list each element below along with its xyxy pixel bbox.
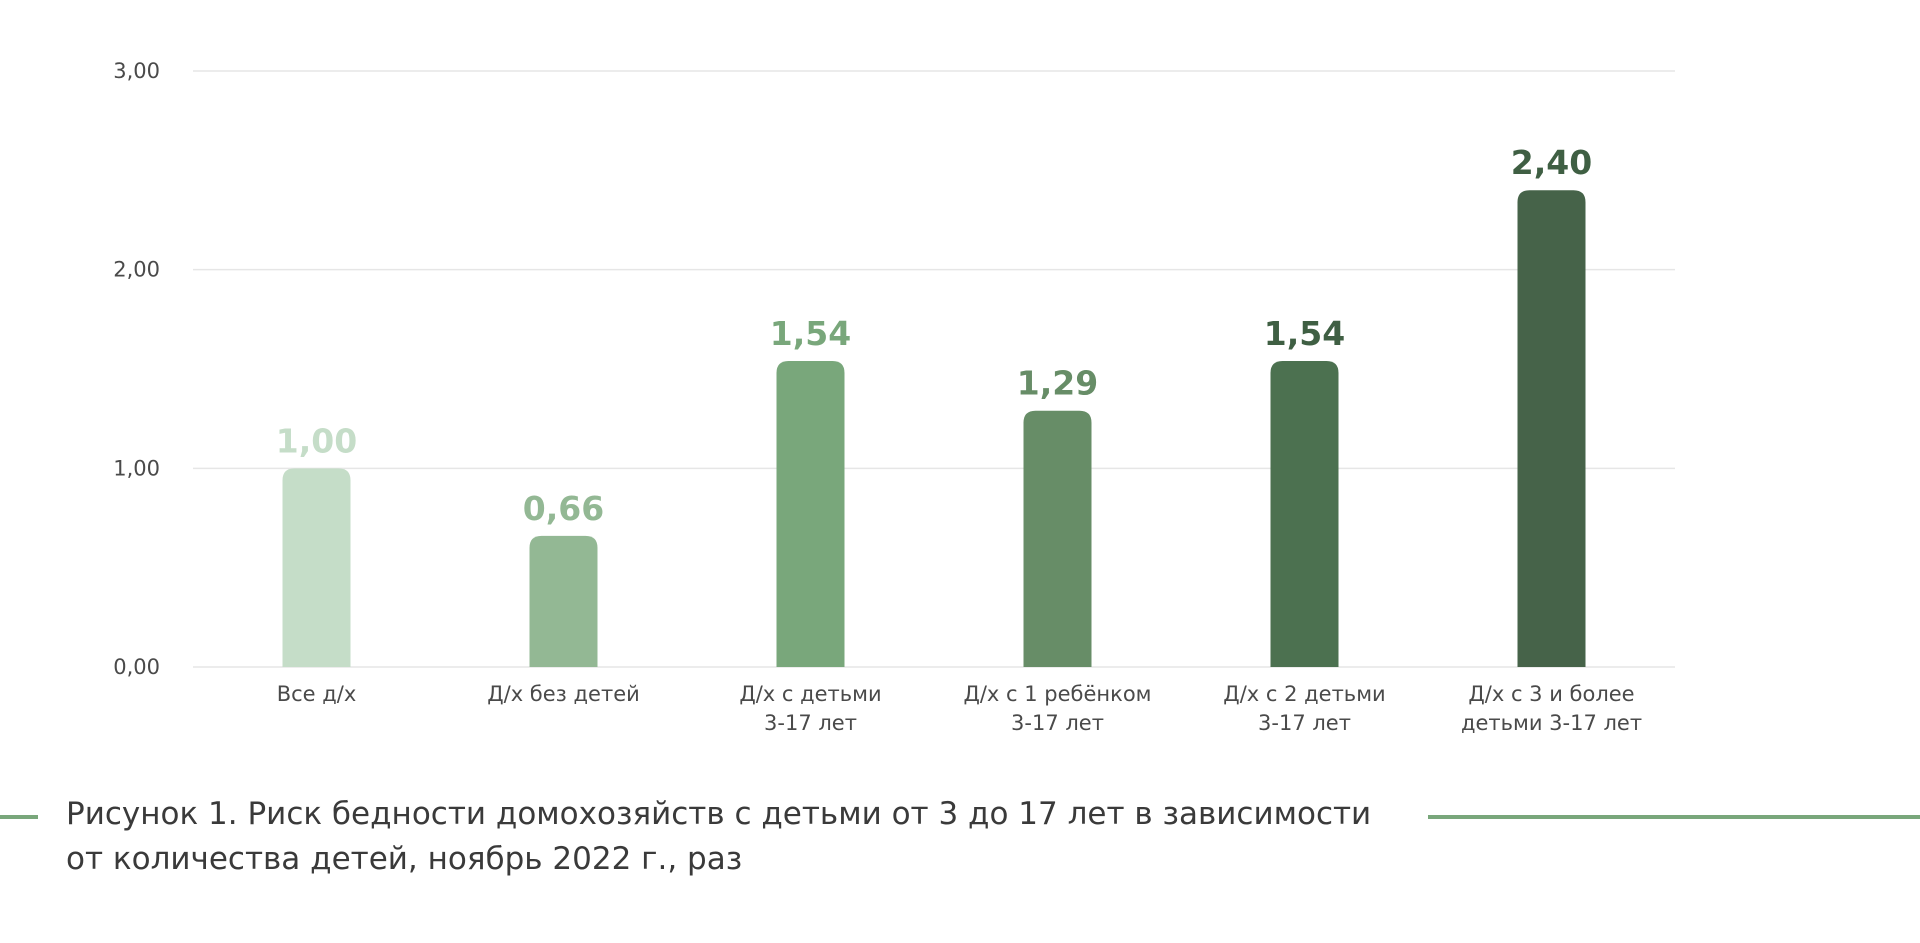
category-labels: Все д/х Д/х без детей Д/х с детьми 3-17 лет…	[277, 682, 1642, 735]
category-label: Д/х без детей	[487, 682, 640, 706]
bar-value-label: 2,40	[1511, 143, 1592, 182]
y-tick-label: 3,00	[113, 59, 160, 83]
bar	[776, 361, 845, 667]
y-tick-label: 1,00	[113, 456, 160, 480]
y-tick-label: 2,00	[113, 258, 160, 282]
caption-right-rule	[1428, 815, 1920, 819]
y-tick-label: 0,00	[113, 655, 160, 679]
bar-value-label: 1,54	[1264, 314, 1345, 353]
category-label: 3-17 лет	[764, 711, 857, 735]
category-label: Д/х с 2 детьми	[1223, 682, 1385, 706]
bar	[1023, 410, 1092, 667]
caption-left-rule	[0, 815, 38, 819]
bar	[1270, 361, 1339, 667]
category-label: Д/х с 1 ребёнком	[963, 682, 1151, 706]
y-axis-tick-labels: 0,00 1,00 2,00 3,00	[113, 59, 160, 679]
category-label: Д/х с детьми	[739, 682, 881, 706]
figure-caption: Рисунок 1. Риск бедности домохозяйств с …	[66, 796, 1372, 877]
category-label: 3-17 лет	[1011, 711, 1104, 735]
category-label: Д/х с 3 и более	[1468, 682, 1634, 706]
bar-value-label: 1,29	[1017, 364, 1098, 403]
bar	[282, 468, 351, 667]
category-label: 3-17 лет	[1258, 711, 1351, 735]
category-label: детьми 3-17 лет	[1461, 711, 1642, 735]
bar-value-label: 1,00	[276, 421, 357, 460]
bars	[282, 190, 1586, 667]
grid-lines	[193, 70, 1675, 668]
bar	[529, 535, 598, 667]
bar-value-label: 1,54	[770, 314, 851, 353]
value-labels: 1,00 0,66 1,54 1,29 1,54 2,40	[276, 143, 1592, 528]
bar	[1517, 190, 1586, 667]
bar-value-label: 0,66	[523, 489, 604, 528]
bar-chart: 0,00 1,00 2,00 3,00 1,00 0,66 1,54 1,29 1,54 2,4…	[113, 59, 1675, 735]
category-label: Все д/х	[277, 682, 357, 706]
